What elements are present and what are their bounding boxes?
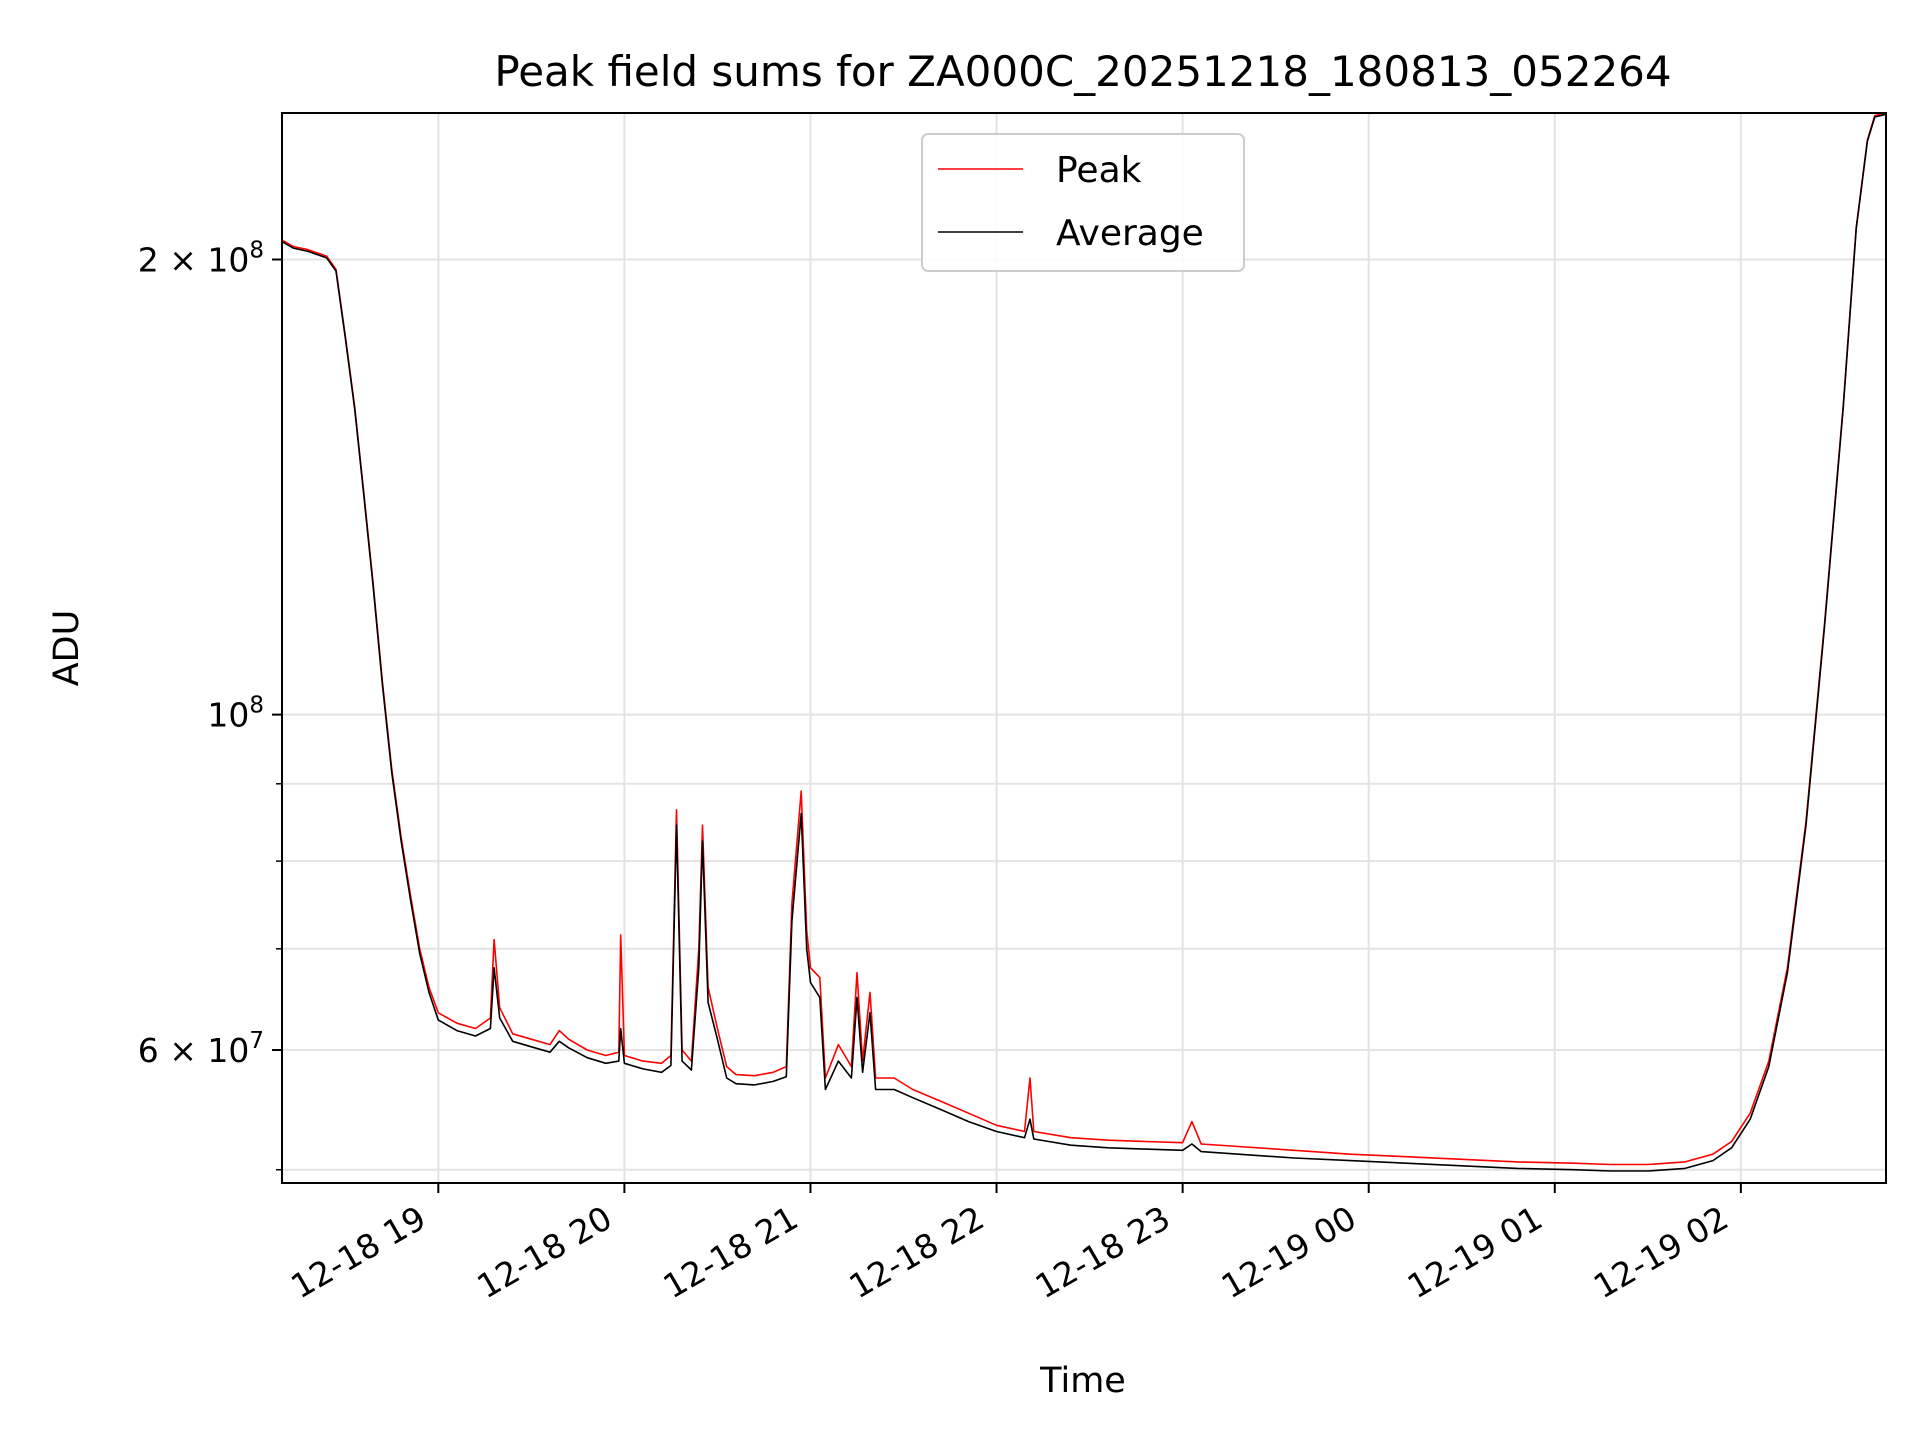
x-tick-label: 12-18 21 bbox=[656, 1198, 804, 1306]
legend-label-peak: Peak bbox=[1056, 150, 1142, 191]
y-tick-label: 108 bbox=[207, 693, 264, 735]
chart-title: Peak field sums for ZA000C_20251218_1808… bbox=[494, 47, 1671, 96]
y-tick-label: 2 × 108 bbox=[138, 238, 264, 280]
legend-label-average: Average bbox=[1056, 213, 1204, 254]
x-tick-label: 12-18 19 bbox=[284, 1198, 432, 1306]
x-tick-label: 12-18 23 bbox=[1029, 1198, 1177, 1306]
y-axis: 6 × 107 108 2 × 108 bbox=[138, 238, 282, 1171]
series-line-average bbox=[281, 113, 1887, 1172]
y-axis-label: ADU bbox=[47, 610, 87, 687]
x-tick-label: 12-19 02 bbox=[1587, 1198, 1735, 1306]
x-tick-label: 12-18 20 bbox=[470, 1198, 618, 1306]
grid bbox=[282, 113, 1886, 1183]
legend: Peak Average bbox=[921, 133, 1245, 272]
series-line-peak bbox=[281, 112, 1887, 1166]
y-tick-label: 6 × 107 bbox=[138, 1028, 264, 1070]
x-tick-label: 12-19 01 bbox=[1401, 1198, 1549, 1306]
x-axis: 12-18 19 12-18 20 12-18 21 12-18 22 12-18 23… bbox=[284, 1183, 1742, 1306]
plot-frame bbox=[281, 112, 1887, 1184]
x-tick-label: 12-19 00 bbox=[1215, 1198, 1363, 1306]
plot-lines bbox=[281, 112, 1887, 1172]
x-tick-label: 12-18 22 bbox=[843, 1198, 991, 1306]
x-axis-label: Time bbox=[1039, 1361, 1126, 1401]
